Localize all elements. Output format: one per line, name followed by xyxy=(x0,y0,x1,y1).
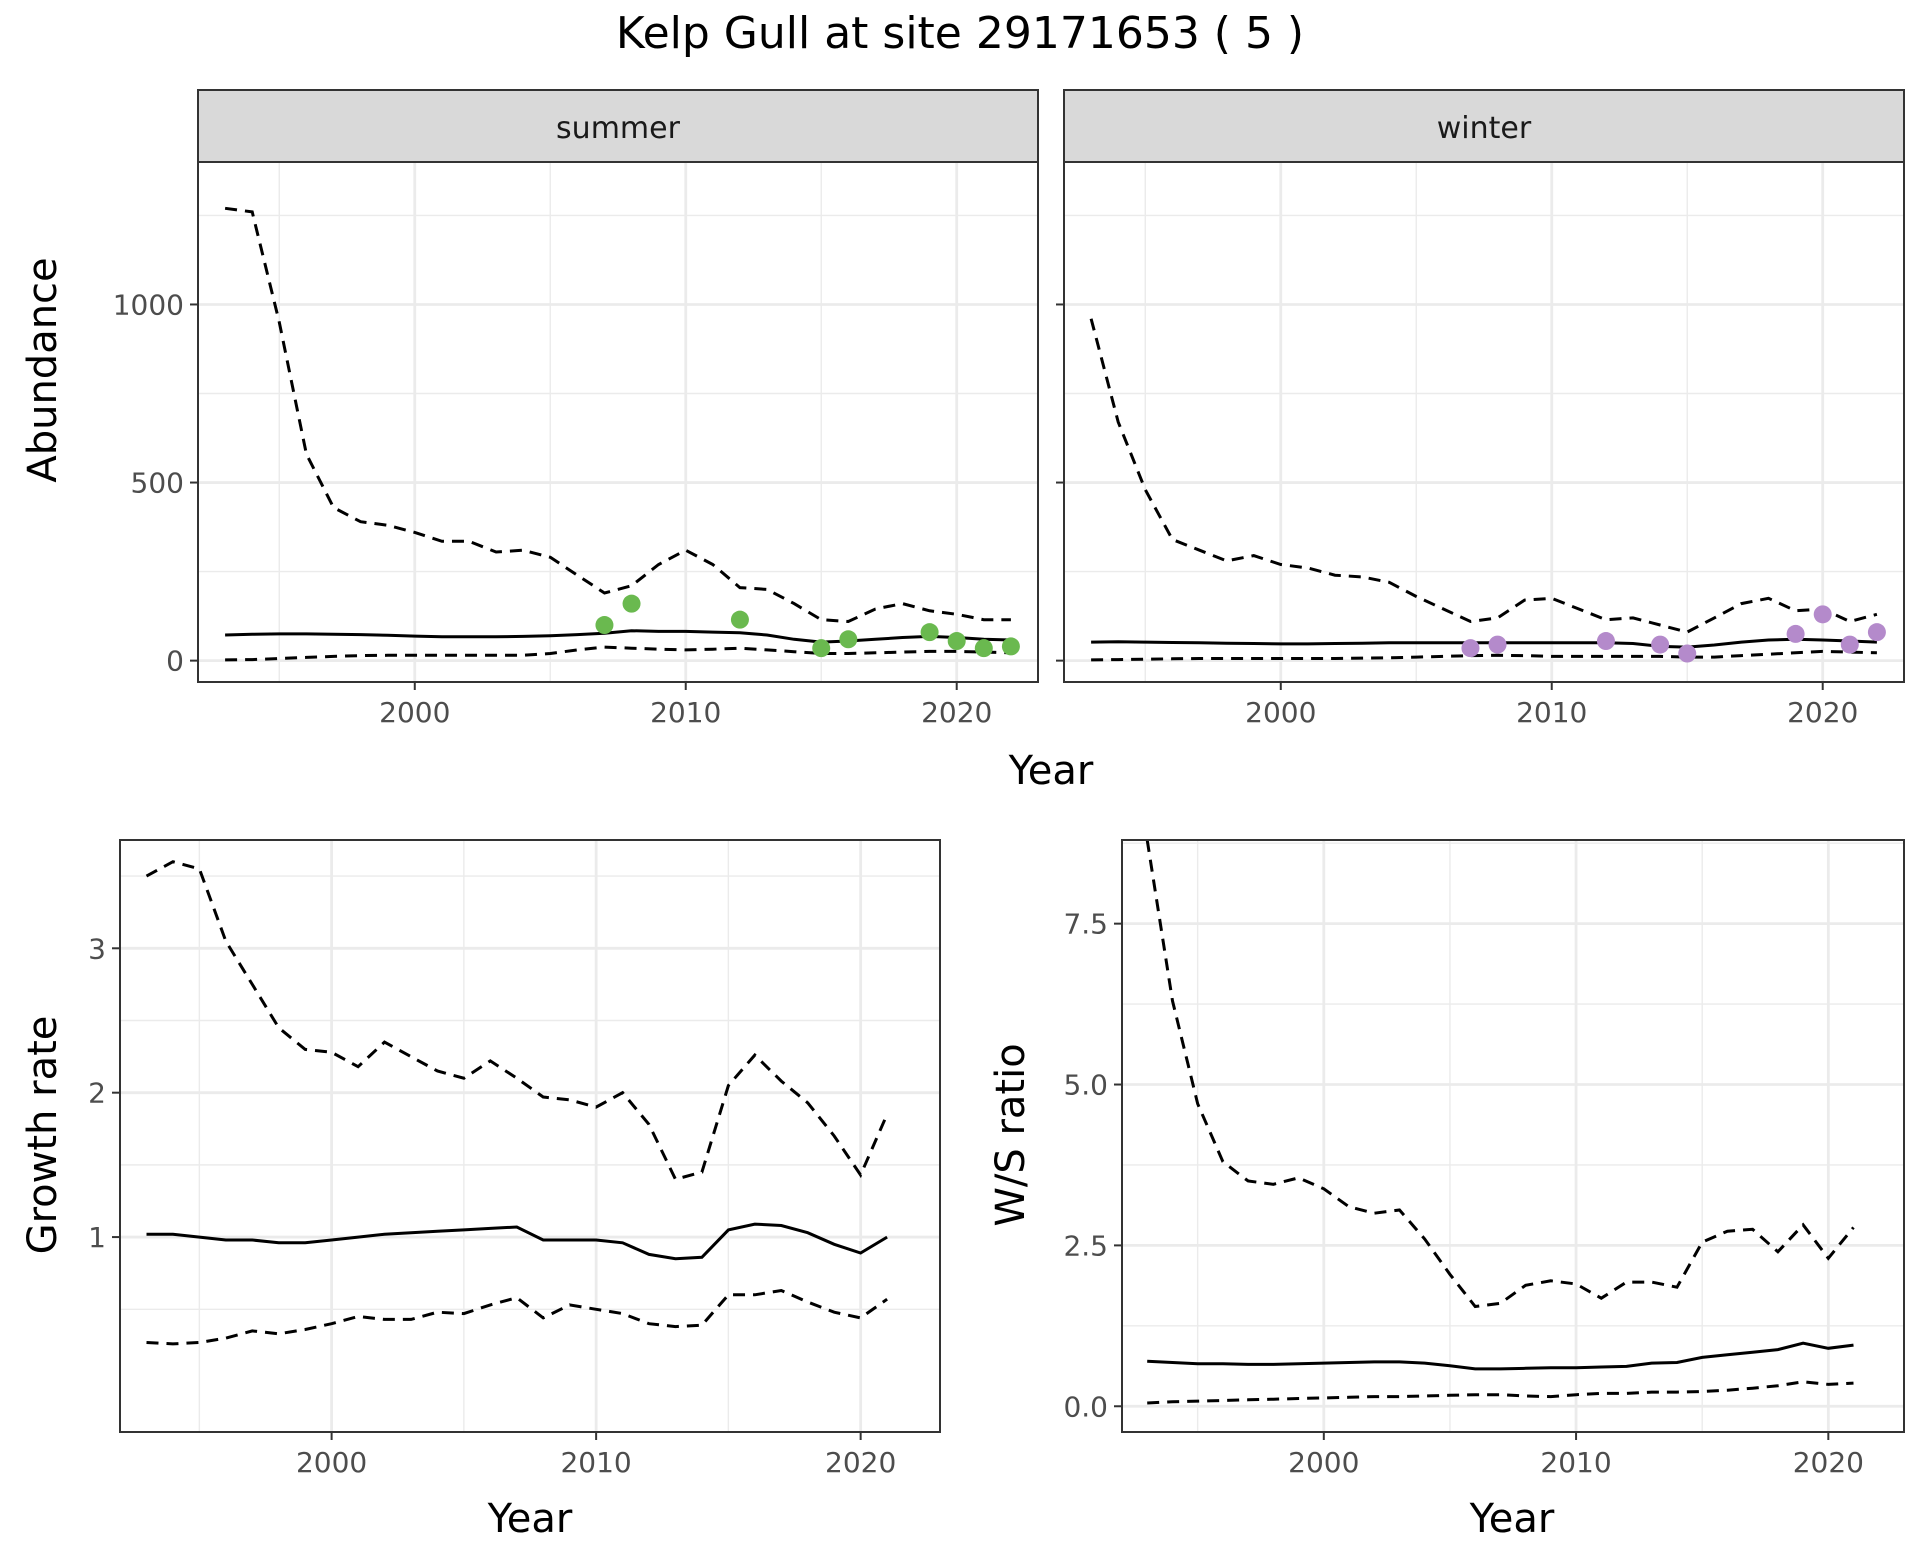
winter-line-lower xyxy=(1091,649,1877,662)
winter-point xyxy=(1651,635,1670,654)
ratio-ytick-label: 0.0 xyxy=(1063,1390,1108,1423)
summer-xtick-label: 2000 xyxy=(379,696,450,729)
ratio-panel: W/S ratio Year 2000 2010 2020 0.0 2.5 5.0 7.5 xyxy=(988,839,1905,1542)
growth-panel: Growth rate Year 2000 2010 2020 1 2 3 xyxy=(20,839,941,1542)
growth-xtick-label: 2000 xyxy=(296,1446,367,1479)
summer-plot-area xyxy=(198,162,1038,682)
ratio-ytick-label: 2.5 xyxy=(1063,1229,1108,1262)
winter-point xyxy=(1840,635,1859,654)
ratio-ytick-label: 7.5 xyxy=(1063,908,1108,941)
growth-ytick-label: 2 xyxy=(88,1077,106,1110)
summer-xtick-label: 2010 xyxy=(650,696,721,729)
figure-title: Kelp Gull at site 29171653 ( 5 ) xyxy=(616,8,1304,59)
winter-point xyxy=(1461,639,1480,658)
summer-point xyxy=(920,623,939,642)
winter-point xyxy=(1867,623,1886,642)
summer-point xyxy=(1001,637,1020,656)
ratio-ytick-label: 5.0 xyxy=(1063,1069,1108,1102)
summer-ytick-label: 500 xyxy=(131,467,184,500)
summer-strip-label: summer xyxy=(556,111,681,146)
summer-strip xyxy=(197,89,1039,163)
summer-point xyxy=(947,632,966,651)
winter-point xyxy=(1678,644,1697,663)
top-xlabel: Year xyxy=(1008,748,1094,794)
winter-plot-area xyxy=(1064,162,1904,682)
winter-strip-label: winter xyxy=(1437,111,1532,146)
winter-panel: winter 2000 2010 2020 xyxy=(1056,89,1905,729)
summer-ylabel: Abundance xyxy=(20,257,66,482)
ratio-line-upper xyxy=(1145,839,1855,1309)
winter-point xyxy=(1786,624,1805,643)
ratio-panel-border xyxy=(1121,839,1905,1433)
growth-xlabel: Year xyxy=(487,1496,573,1542)
ratio-line-lower xyxy=(1147,1380,1854,1405)
ratio-xtick-label: 2000 xyxy=(1288,1446,1359,1479)
ratio-xtick-label: 2020 xyxy=(1793,1446,1864,1479)
summer-ytick-label: 1000 xyxy=(113,288,184,321)
growth-ylabel: Growth rate xyxy=(20,1016,66,1255)
summer-point xyxy=(812,639,831,658)
growth-ytick-label: 3 xyxy=(88,932,106,965)
summer-line-estimate xyxy=(225,629,1011,644)
growth-line-lower xyxy=(146,1288,888,1346)
growth-xtick-label: 2020 xyxy=(825,1446,896,1479)
ratio-xtick-label: 2010 xyxy=(1540,1446,1611,1479)
summer-ytick-label: 0 xyxy=(166,645,184,678)
ratio-ylabel: W/S ratio xyxy=(988,1043,1034,1226)
growth-xtick-label: 2010 xyxy=(560,1446,631,1479)
winter-panel-border xyxy=(1063,161,1905,683)
winter-line-estimate xyxy=(1091,637,1877,649)
summer-point xyxy=(595,616,614,635)
summer-xtick-label: 2020 xyxy=(921,696,992,729)
summer-line-lower xyxy=(225,645,1011,662)
winter-line-upper xyxy=(1089,318,1878,634)
winter-point xyxy=(1813,605,1832,624)
growth-line-estimate xyxy=(146,1222,888,1261)
winter-strip xyxy=(1063,89,1905,163)
growth-ytick-label: 1 xyxy=(88,1221,106,1254)
ratio-plot-area xyxy=(1122,840,1904,1432)
winter-xtick-label: 2010 xyxy=(1516,696,1587,729)
summer-point xyxy=(622,594,641,613)
summer-panel-border xyxy=(197,161,1039,683)
summer-line-upper xyxy=(224,206,1011,624)
ratio-xlabel: Year xyxy=(1469,1496,1555,1542)
winter-xtick-label: 2020 xyxy=(1787,696,1858,729)
ratio-line-estimate xyxy=(1147,1341,1854,1371)
winter-point xyxy=(1488,635,1507,654)
summer-point xyxy=(974,639,993,658)
winter-xtick-label: 2000 xyxy=(1245,696,1316,729)
summer-point xyxy=(730,610,749,629)
growth-line-upper xyxy=(145,860,889,1182)
winter-point xyxy=(1596,632,1615,651)
summer-point xyxy=(839,630,858,649)
summer-panel: summer Abundance 2000 2010 2020 0 500 1000 xyxy=(20,89,1039,729)
growth-panel-border xyxy=(119,839,941,1433)
growth-plot-area xyxy=(120,840,940,1432)
